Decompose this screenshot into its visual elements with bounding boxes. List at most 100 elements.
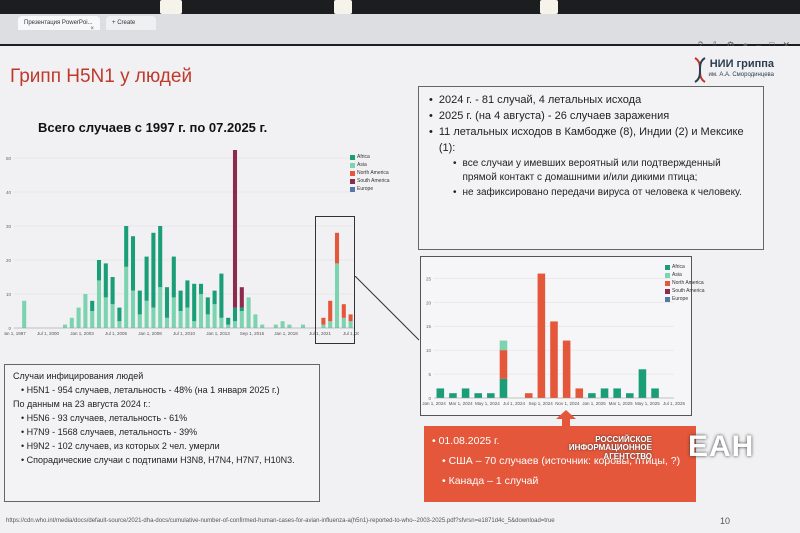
bar [226, 324, 231, 328]
bar [96, 280, 102, 328]
cases-subheading: По данным на 23 августа 2024 г.: [13, 398, 151, 409]
bar [321, 324, 326, 328]
chart-heading: Всего случаев с 1997 г. по 07.2025 г. [38, 120, 268, 135]
cases-box: Случаи инфицирования людей • H5N1 - 954 … [4, 364, 320, 502]
bar [205, 297, 210, 315]
bar [185, 307, 190, 328]
bar [600, 388, 609, 398]
help-icon[interactable]: ? [697, 40, 703, 50]
bar [110, 277, 115, 305]
logo-name: НИИ гриппа [709, 58, 774, 70]
list-item: • 2025 г. (на 4 августа) - 26 случаев зар… [429, 109, 670, 122]
x-tick-label: Jul 1, 2021 [309, 331, 332, 336]
ceiling-light [160, 0, 182, 14]
bar [651, 388, 659, 398]
bar [212, 290, 217, 305]
x-tick-label: Jan 1, 2003 [70, 331, 94, 336]
bar [260, 324, 265, 328]
download-icon[interactable]: ⇩ [710, 40, 719, 50]
x-tick-label: Jul 1, 2025 [343, 331, 359, 336]
legend-swatch [665, 296, 670, 302]
list-item: • 01.08.2025 г. [432, 435, 500, 447]
list-item: • H5N1 - 954 случаев, летальность - 48% … [21, 384, 280, 395]
legend-swatch [665, 272, 670, 278]
close-window-icon[interactable]: ✕ [782, 40, 790, 50]
settings-icon[interactable]: ⚙ [726, 40, 735, 50]
profile-icon[interactable]: ● [742, 40, 748, 50]
bar [321, 317, 326, 325]
legend-item: South America [350, 178, 390, 184]
info-box: • 2024 г. - 81 случай, 4 летальных исхода… [418, 86, 764, 250]
bar [487, 393, 495, 398]
x-tick-label: Jul 1, 2010 [173, 331, 196, 336]
bar [130, 290, 136, 328]
bar [334, 263, 340, 328]
bar [246, 297, 251, 328]
x-tick-label: Jan 1, 2018 [274, 331, 298, 336]
x-tick-label: Sep 1, 2015 [240, 331, 265, 336]
x-tick-label: Jan 1, 2025 [582, 401, 606, 406]
y-tick-label: 15 [426, 324, 432, 329]
y-tick-label: 20 [6, 258, 12, 263]
bar [588, 393, 596, 398]
bar [226, 317, 231, 325]
x-tick-label: Jul 1, 2025 [663, 401, 686, 406]
bar [499, 350, 508, 379]
logo-subtitle: им. А.А. Смородинцева [708, 72, 774, 78]
tab-create[interactable]: + Create [106, 16, 156, 30]
bar [449, 393, 457, 398]
x-tick-label: Sep 1, 2024 [529, 401, 554, 406]
bar [137, 314, 142, 328]
y-tick-label: 0 [428, 396, 431, 401]
tab-label: Create [117, 20, 136, 26]
source-url: https://cdn.who.int/media/docs/default-s… [6, 518, 555, 524]
y-tick-label: 25 [426, 276, 432, 281]
bar [626, 393, 634, 398]
bar [198, 294, 204, 328]
bar [22, 300, 27, 328]
x-tick-label: Mar 1, 2024 [449, 401, 474, 406]
dna-logo-icon [694, 57, 706, 83]
bar [300, 324, 306, 328]
maximize-icon[interactable]: □ [769, 40, 775, 50]
usa-cases-box: • 01.08.2025 г. • США – 70 случаев (исто… [424, 426, 696, 502]
connector-arrow [355, 276, 420, 341]
legend-swatch [350, 154, 355, 160]
bar [328, 321, 333, 328]
watermark-logo: ЕАН [688, 430, 755, 463]
legend-item: Asia [665, 272, 705, 278]
list-item: • 2024 г. - 81 случай, 4 летальных исхода [429, 94, 642, 106]
bar [205, 314, 210, 328]
bar [117, 307, 122, 322]
bar [151, 232, 156, 308]
x-tick-label: Nov 1, 2024 [555, 401, 580, 406]
y-tick-label: 5 [428, 372, 431, 377]
list-item: • H7N9 - 1568 случаев, летальность - 39% [21, 426, 198, 437]
bar [130, 236, 136, 291]
bar [474, 393, 482, 398]
x-tick-label: Jul 1, 2024 [503, 401, 526, 406]
bar [171, 256, 176, 298]
close-icon[interactable]: × [90, 26, 94, 32]
bar [499, 340, 508, 351]
legend-swatch [350, 186, 355, 192]
ceiling-light [540, 0, 558, 14]
bar [96, 260, 102, 281]
bar [69, 317, 74, 328]
bar [219, 273, 224, 318]
presentation-slide: Грипп H5N1 у людей НИИ гриппа им. А.А. С… [0, 46, 800, 533]
legend-item: Africa [665, 264, 705, 270]
bar [562, 340, 571, 398]
bar [499, 378, 508, 398]
bar [62, 324, 68, 328]
plus-icon[interactable]: + [112, 20, 116, 26]
x-tick-label: Jan 1, 2013 [206, 331, 230, 336]
bar [178, 290, 183, 311]
minimize-icon[interactable]: – [756, 40, 762, 50]
legend-swatch [665, 264, 670, 270]
tab-presentation[interactable]: Презентация PowerPoi... × [18, 16, 100, 32]
bar [436, 388, 445, 398]
legend-label: Africa [357, 154, 370, 160]
y-tick-label: 30 [6, 224, 12, 229]
bar [103, 263, 108, 298]
